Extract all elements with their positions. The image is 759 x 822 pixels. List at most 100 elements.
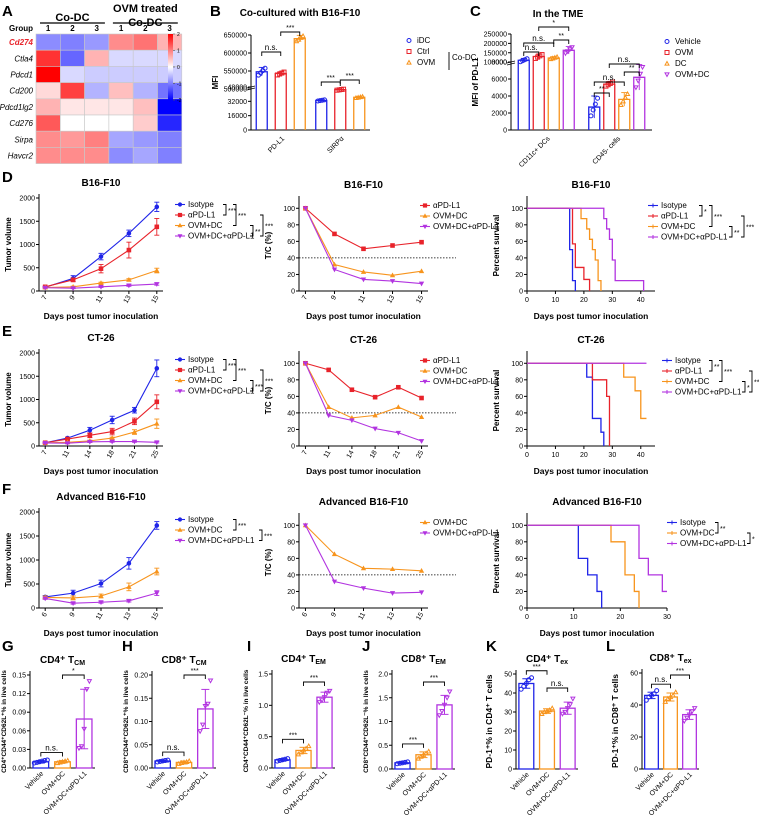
y-tick-label: 1000 (19, 242, 35, 249)
data-point (131, 439, 138, 445)
y-tick-label: 60 (630, 671, 638, 678)
significance-bracket: n.s. (162, 743, 185, 757)
x-tick-label: 10 (552, 297, 560, 304)
x-tick-label: 18 (369, 449, 379, 459)
y-tick-label: 500000 (224, 87, 247, 94)
x-tick-label: 15 (151, 294, 161, 304)
legend-bracket (233, 359, 237, 381)
legend-marker (664, 72, 670, 78)
series-αPD-L1 (303, 360, 424, 401)
data-point (132, 407, 137, 413)
data-point (419, 395, 424, 401)
legend-bracket (709, 360, 713, 372)
chart-title: Advanced B16-F10 (319, 497, 409, 508)
bar-chart-C: In the TME 100000 150000 200000 250000 0 2000 4… (471, 9, 710, 169)
data-point (109, 429, 115, 434)
heatmap-cell (132, 130, 158, 148)
x-axis-label: Days post tumor inoculation (540, 628, 655, 638)
significance-bracket: n.s. (523, 34, 555, 47)
x-axis-label: Days post tumor inoculation (306, 311, 421, 321)
line-chart-D3: B16-F10 0 20 40 60 80 100 0 10 20 30 40 Days post tu… (492, 180, 754, 321)
bar-chart-H: CD8⁺ TCM 0.00 0.05 0.10 0.15 0.20 CD8⁺CD44⁺CD6… (123, 655, 216, 817)
x-tick-label: Vehicle (24, 770, 45, 791)
y-tick-label: 2.0 (378, 672, 388, 679)
x-axis-label: Days post tumor inoculation (44, 466, 159, 476)
y-tick-label: 500 (23, 265, 35, 272)
data-point (372, 412, 378, 418)
data-point (620, 98, 626, 104)
data-point (98, 581, 104, 586)
heatmap-cell (132, 49, 158, 67)
legend-significance: *** (238, 368, 246, 375)
heatmap-cell (157, 130, 183, 148)
data-point (539, 52, 545, 58)
legend-marker (177, 527, 183, 532)
heatmap-cell (84, 82, 110, 100)
series-OVM+DC+αPD-L1 (302, 206, 425, 287)
legend-significance: ** (754, 380, 759, 387)
y-tick-label: 100000 (484, 60, 507, 67)
heatmap-cell (84, 130, 110, 148)
legend-significance: *** (265, 224, 273, 231)
x-tick-label: 13 (123, 611, 133, 621)
legend-significance: ** (720, 526, 726, 533)
significance-bracket: n.s. (593, 73, 625, 86)
legend-label: αPD-L1 (188, 211, 216, 220)
bracket-line (523, 51, 540, 56)
x-tick-label: 40 (637, 297, 645, 304)
panel-label-B: B (210, 3, 221, 20)
data-point (643, 697, 649, 703)
bracket-line (320, 81, 341, 86)
y-tick-label: 0.00 (12, 766, 26, 773)
data-point (518, 686, 524, 692)
y-tick-label: 0.12 (12, 691, 26, 698)
bar (538, 710, 556, 770)
legend-bracket (749, 370, 753, 393)
bar-chart-K: CD4⁺ Tex 0 10 20 30 40 50 PD-1⁺% in CD4⁺ T cell… (484, 654, 578, 818)
data-point (670, 692, 676, 698)
y-tick-label: 1.5 (258, 672, 268, 679)
significance-bracket: n.s. (261, 43, 282, 56)
column-label: 3 (95, 24, 100, 33)
data-point (197, 729, 203, 735)
legend-marker (177, 538, 183, 544)
data-point (274, 758, 280, 764)
data-point (44, 757, 50, 763)
legend-label: αPD-L1 (433, 356, 461, 365)
heatmap-cell (59, 130, 85, 148)
data-point (154, 568, 160, 574)
y-tick-label: 20 (630, 735, 638, 742)
data-point (154, 759, 160, 765)
data-point (300, 32, 306, 39)
legend-bracket (747, 532, 751, 544)
bar (603, 83, 616, 130)
data-point (326, 404, 332, 410)
data-point (207, 678, 214, 684)
panel-label-J: J (362, 638, 370, 655)
y-tick-label: 250000 (484, 32, 507, 39)
bar-chart-G: CD4⁺ TCM 0.00 0.03 0.06 0.09 0.12 0.15 CD4⁺CD44… (1, 655, 95, 817)
heatmap-cell (132, 33, 158, 51)
series-αPD-L1 (42, 394, 160, 446)
y-axis-label: CD4⁺CD44⁺CD62L⁺% in live cells (1, 670, 8, 773)
data-point (39, 758, 45, 764)
y-tick-label: 60 (515, 556, 523, 563)
data-point (436, 713, 443, 719)
heatmap-cell (59, 66, 85, 83)
significance-bracket: ** (593, 86, 610, 97)
data-point (361, 246, 366, 252)
y-tick-label: 2000 (491, 111, 507, 118)
bracket-line (303, 681, 325, 686)
heatmap-cell (132, 82, 158, 100)
data-point (567, 47, 573, 53)
data-point (390, 243, 395, 248)
heatmap-cell (59, 114, 85, 132)
data-point (418, 567, 425, 573)
series-Isotype (527, 207, 577, 291)
data-point (305, 743, 312, 749)
legend-label: OVM+DC+αPD-L1 (680, 539, 747, 548)
y-tick-label: 80 (287, 539, 295, 546)
survival-curve (527, 207, 645, 291)
